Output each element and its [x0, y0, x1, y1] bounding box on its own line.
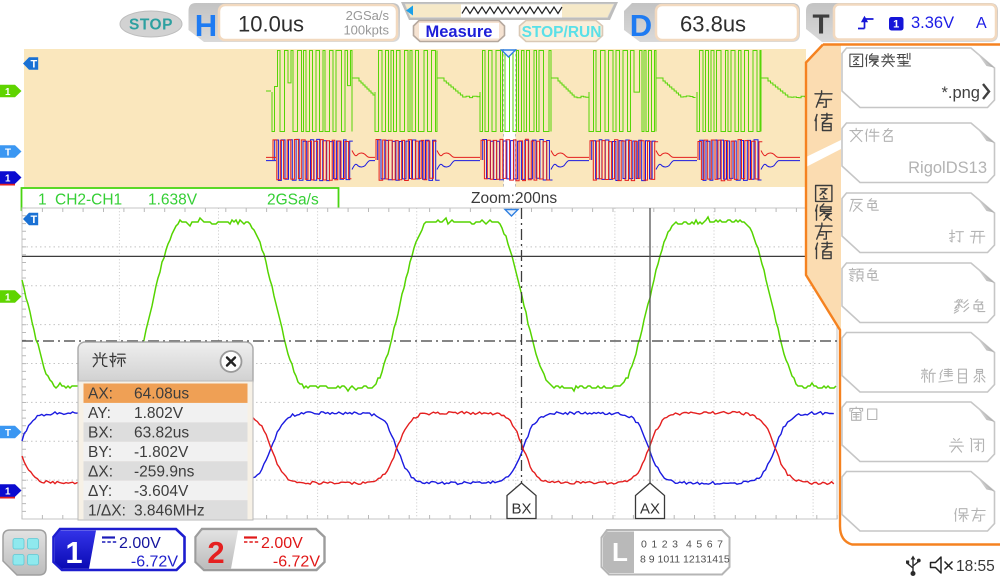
svg-text:T: T: [5, 147, 11, 158]
svg-text:AX:: AX:: [88, 386, 113, 403]
svg-text:1/ΔX:: 1/ΔX:: [88, 502, 126, 519]
svg-text:8 9 1011 12131415: 8 9 1011 12131415: [640, 554, 730, 566]
svg-text:AX: AX: [640, 501, 660, 518]
svg-text:100kpts: 100kpts: [343, 23, 389, 38]
svg-text:T: T: [31, 214, 38, 226]
svg-text:2: 2: [207, 535, 224, 570]
svg-text:3.846MHz: 3.846MHz: [134, 502, 205, 519]
svg-text:H: H: [195, 8, 217, 43]
svg-text:18:55: 18:55: [956, 558, 995, 575]
svg-text:1.638V: 1.638V: [148, 192, 198, 209]
svg-text:CH2-CH1: CH2-CH1: [55, 192, 122, 209]
svg-text:10.0us: 10.0us: [238, 12, 304, 37]
svg-text:Measure: Measure: [426, 23, 493, 41]
svg-text:BX: BX: [511, 501, 531, 518]
svg-text:2GSa/s: 2GSa/s: [346, 8, 390, 23]
svg-text:63.8us: 63.8us: [680, 12, 746, 37]
svg-text:T: T: [5, 428, 11, 439]
svg-text:T: T: [31, 59, 38, 71]
svg-text:2GSa/s: 2GSa/s: [267, 192, 319, 209]
svg-text:RigolDS13: RigolDS13: [908, 159, 987, 177]
svg-text:1: 1: [5, 87, 11, 98]
svg-text:STOP/RUN: STOP/RUN: [522, 24, 602, 41]
svg-text:2.00V: 2.00V: [119, 535, 161, 552]
svg-text:-1.802V: -1.802V: [134, 444, 189, 461]
svg-text:64.08us: 64.08us: [134, 386, 189, 403]
svg-text:1: 1: [5, 292, 11, 303]
svg-text:-259.9ns: -259.9ns: [134, 464, 195, 481]
svg-text:3.36V: 3.36V: [911, 14, 954, 32]
svg-text:1: 1: [5, 173, 11, 184]
svg-text:63.82us: 63.82us: [134, 425, 189, 442]
svg-text:BX:: BX:: [88, 425, 113, 442]
svg-text:1: 1: [5, 486, 11, 497]
svg-text:-6.72V: -6.72V: [273, 554, 320, 571]
svg-text:AY:: AY:: [88, 405, 111, 422]
svg-text:-3.604V: -3.604V: [134, 483, 189, 500]
svg-text:ΔY:: ΔY:: [88, 483, 112, 500]
svg-text:4 5 6 7: 4 5 6 7: [686, 539, 724, 551]
svg-text:1: 1: [38, 192, 47, 209]
svg-text:A: A: [976, 15, 987, 32]
svg-text:1: 1: [893, 19, 899, 31]
svg-text:0 1 2 3: 0 1 2 3: [641, 539, 679, 551]
svg-text:T: T: [812, 9, 829, 40]
svg-text:ΔX:: ΔX:: [88, 464, 113, 481]
svg-text:-6.72V: -6.72V: [131, 554, 178, 571]
svg-text:BY:: BY:: [88, 444, 112, 461]
svg-text:L: L: [612, 537, 628, 567]
svg-text:D: D: [630, 8, 652, 43]
svg-text:2.00V: 2.00V: [261, 535, 303, 552]
svg-text:1.802V: 1.802V: [134, 405, 184, 422]
svg-text:1: 1: [65, 535, 82, 570]
svg-text:*.png: *.png: [941, 84, 980, 102]
svg-text:Zoom:200ns: Zoom:200ns: [471, 190, 557, 207]
svg-text:STOP: STOP: [129, 17, 173, 34]
